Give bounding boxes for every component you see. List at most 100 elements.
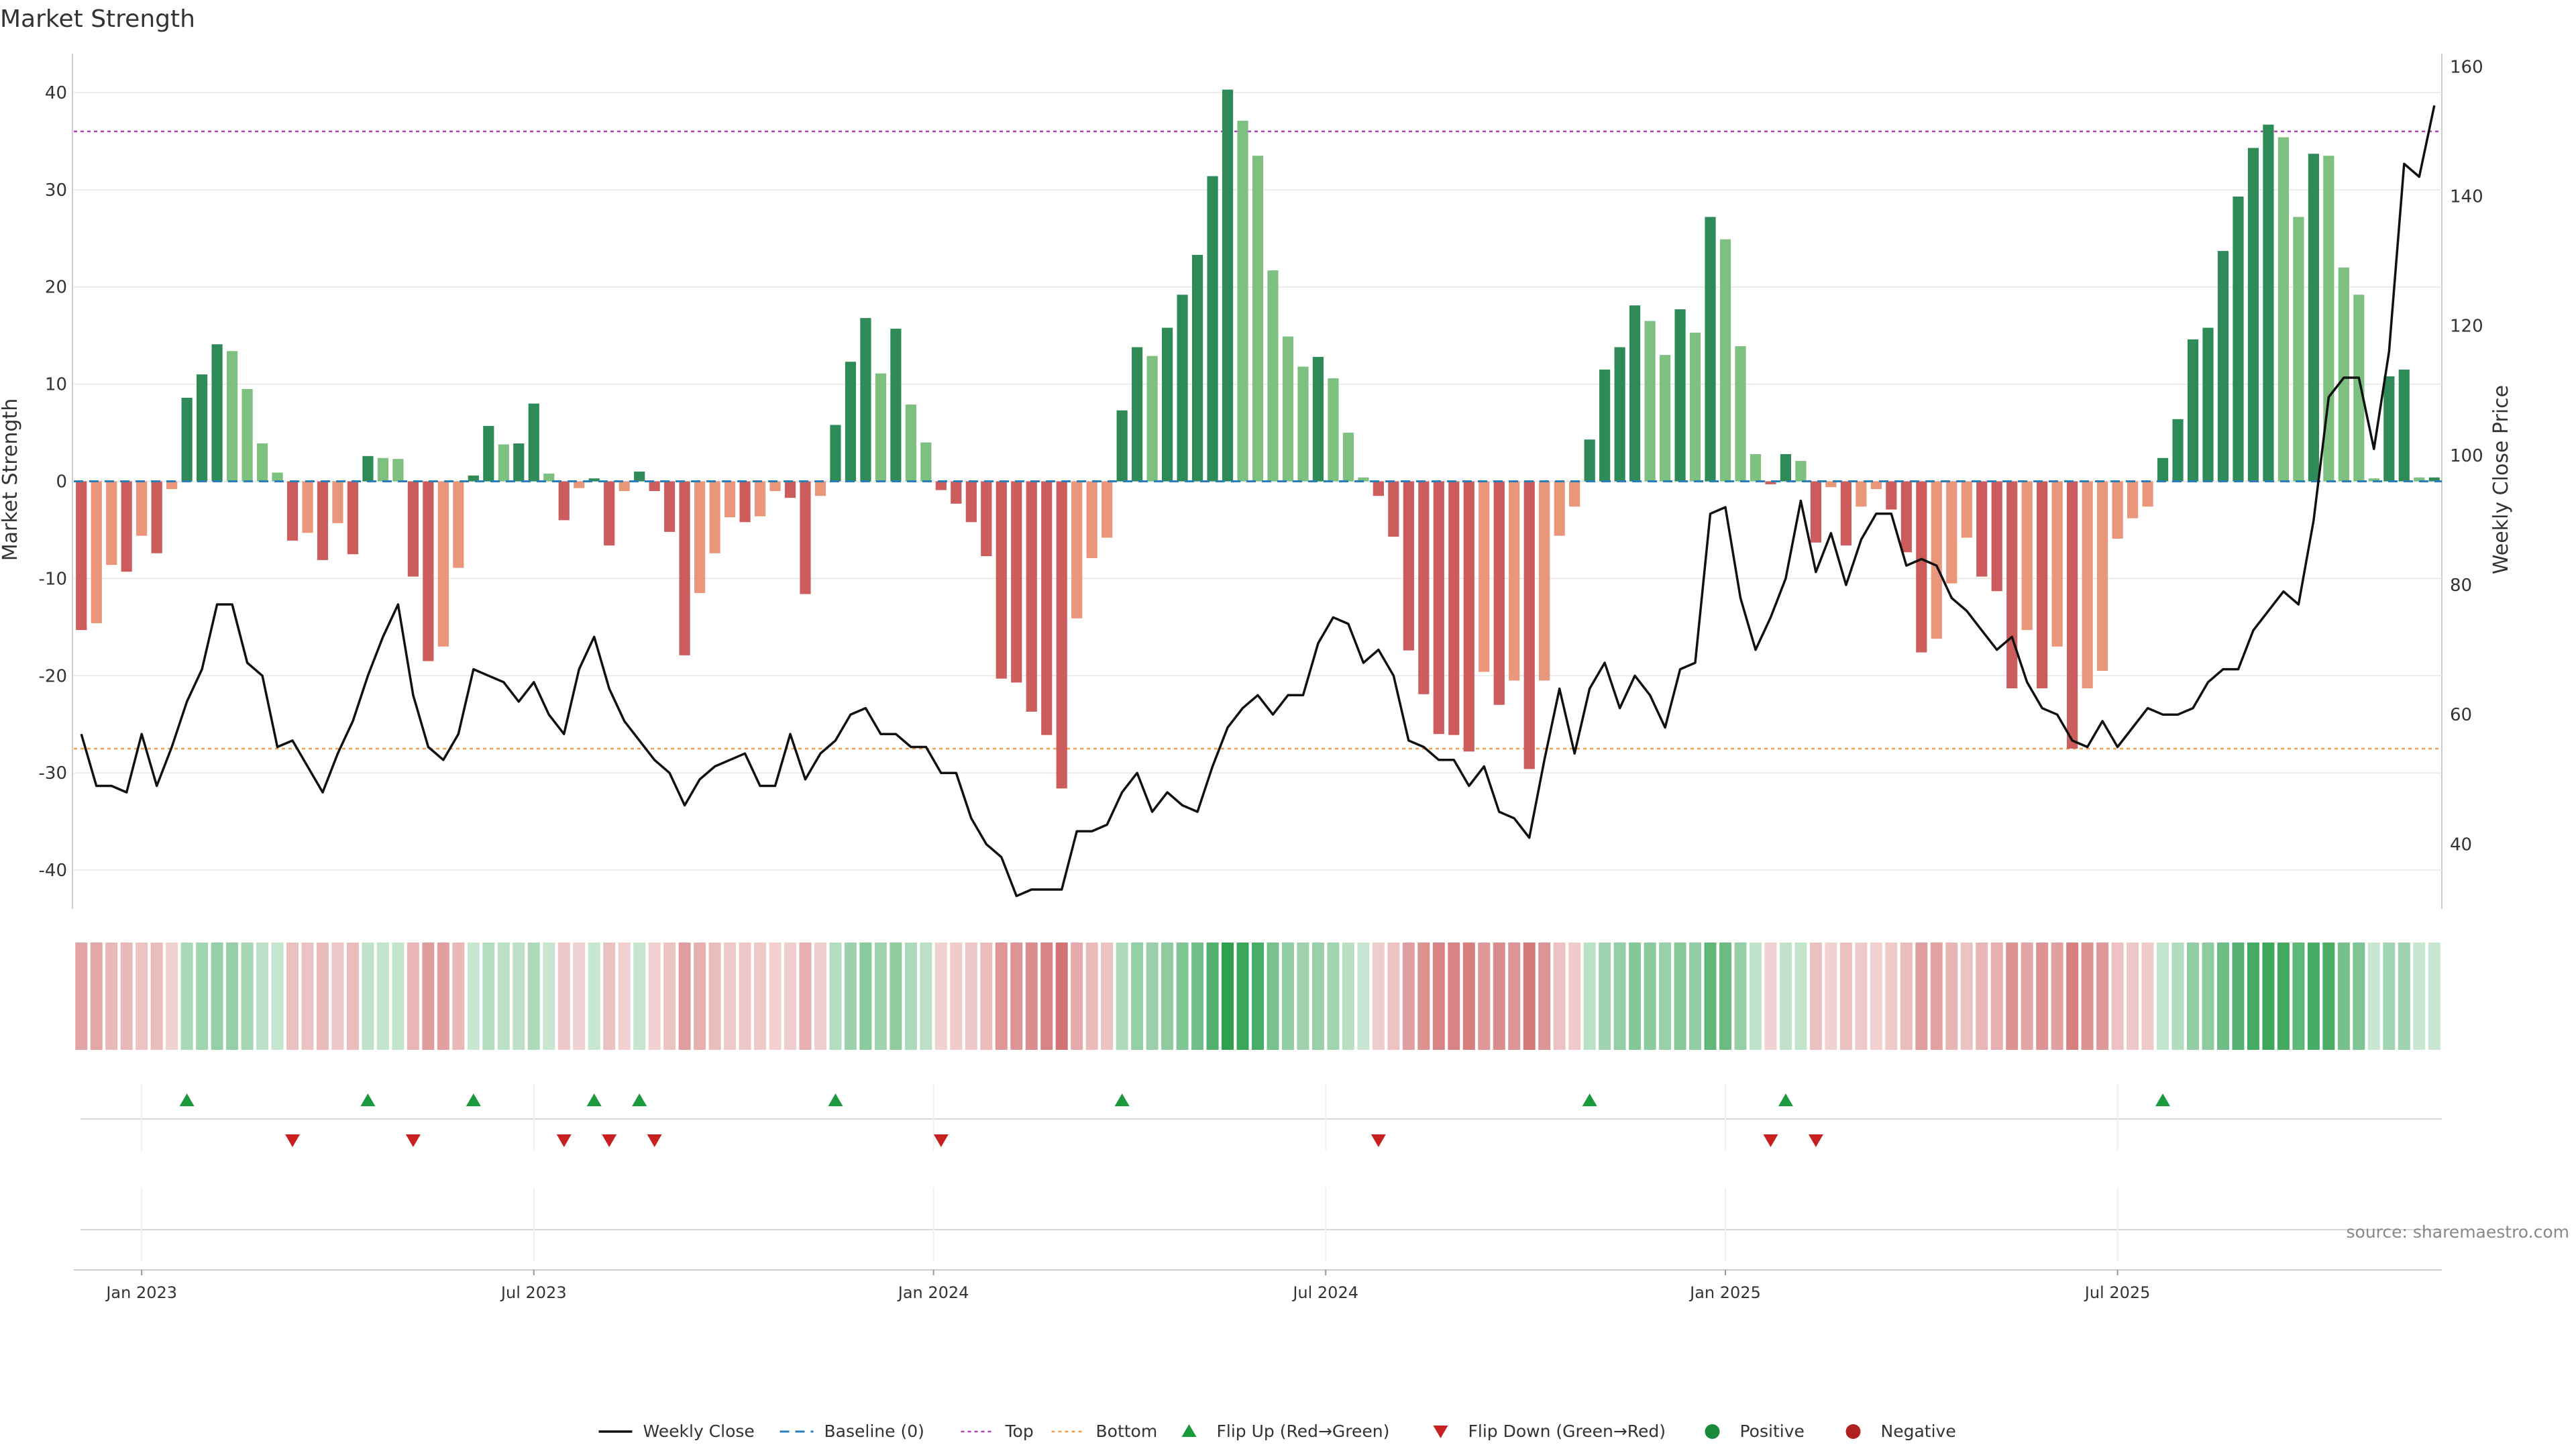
- strength-bar: [724, 481, 736, 518]
- strength-bar: [2157, 458, 2169, 482]
- y2-tick-label: 100: [2450, 446, 2483, 466]
- heat-cell: [1357, 943, 1370, 1050]
- strength-bar: [2428, 477, 2440, 482]
- strength-heat-strip: [75, 943, 2440, 1050]
- heat-cell: [814, 943, 826, 1050]
- strength-bar: [1961, 481, 1972, 538]
- strength-bar: [2233, 196, 2244, 482]
- heat-cell: [226, 943, 239, 1050]
- strength-bar: [1146, 356, 1158, 482]
- heat-cell: [467, 943, 480, 1050]
- strength-bar: [981, 481, 992, 557]
- heat-cell: [1644, 943, 1656, 1050]
- heat-cell: [1402, 943, 1415, 1050]
- heat-cell: [769, 943, 782, 1050]
- legend: Weekly Close Baseline (0) Top Bottom Flip Up…: [598, 1421, 1956, 1441]
- heat-cell: [1659, 943, 1672, 1050]
- heat-cell: [648, 943, 661, 1050]
- strength-bar: [1011, 481, 1022, 683]
- flip-down-marker: [285, 1134, 301, 1147]
- strength-bar: [2202, 327, 2214, 482]
- strength-bar: [1041, 481, 1053, 735]
- y-tick-label: 20: [45, 278, 67, 298]
- strength-bar: [1705, 217, 1716, 482]
- heat-cell: [1206, 943, 1219, 1050]
- strength-bar: [2217, 251, 2229, 482]
- heat-cell: [1568, 943, 1581, 1050]
- heat-cell: [392, 943, 405, 1050]
- heat-cell: [1387, 943, 1400, 1050]
- y-axis-title: Market Strength: [0, 398, 22, 561]
- heat-cell: [90, 943, 103, 1050]
- heat-cell: [2398, 943, 2410, 1050]
- strength-bar: [2368, 478, 2379, 482]
- strength-bar: [1584, 439, 1595, 482]
- strength-bar: [1810, 481, 1822, 543]
- heat-cell: [995, 943, 1008, 1050]
- heat-cell: [166, 943, 178, 1050]
- heat-cell: [754, 943, 767, 1050]
- heat-cell: [2216, 943, 2229, 1050]
- strength-bar: [423, 481, 434, 661]
- flip-up-marker: [828, 1093, 843, 1106]
- strength-bar: [649, 481, 660, 491]
- legend-label: Positive: [1740, 1421, 1805, 1441]
- heat-cell: [452, 943, 465, 1050]
- strength-bar: [151, 481, 162, 553]
- heat-cell: [1040, 943, 1053, 1050]
- strength-bar: [76, 481, 87, 631]
- strength-bar: [256, 443, 268, 482]
- strength-bar: [483, 425, 494, 482]
- legend-label: Bottom: [1096, 1421, 1158, 1441]
- strength-bar: [1433, 481, 1444, 735]
- strength-bar: [1418, 481, 1430, 694]
- heat-cell: [497, 943, 510, 1050]
- heat-cell: [1583, 943, 1596, 1050]
- heat-cell: [331, 943, 344, 1050]
- strength-bar: [935, 481, 947, 490]
- strength-bar: [1976, 481, 1988, 577]
- heat-cell: [1629, 943, 1642, 1050]
- strength-bar: [1780, 453, 1792, 482]
- strength-bar: [286, 481, 299, 541]
- strength-bar: [2323, 156, 2334, 482]
- strength-bar: [2263, 124, 2274, 482]
- heat-cell: [1462, 943, 1475, 1050]
- heat-cell: [527, 943, 540, 1050]
- strength-bar: [1931, 481, 1942, 639]
- heat-cell: [346, 943, 359, 1050]
- y2-tick-label: 140: [2450, 187, 2483, 207]
- y-tick-label: 10: [45, 375, 67, 395]
- strength-bar: [407, 481, 419, 577]
- strength-bar: [1162, 327, 1173, 482]
- strength-bar: [181, 397, 193, 482]
- heat-cell: [2127, 943, 2139, 1050]
- heat-cell: [2367, 943, 2380, 1050]
- heat-cell: [573, 943, 586, 1050]
- y-tick-label: 0: [56, 472, 67, 492]
- strength-bar: [1689, 332, 1701, 482]
- heat-cell: [1417, 943, 1430, 1050]
- heat-cell: [588, 943, 600, 1050]
- strength-bar: [2187, 339, 2199, 482]
- flip-up-marker: [179, 1093, 195, 1106]
- heat-cell: [105, 943, 118, 1050]
- strength-bar: [1222, 89, 1234, 482]
- strength-bar: [1614, 347, 1625, 482]
- heat-cell: [1538, 943, 1551, 1050]
- strength-bar: [1735, 346, 1746, 482]
- strength-bar: [1523, 481, 1535, 769]
- strength-bar: [574, 481, 585, 488]
- y-tick-label: 40: [45, 83, 67, 103]
- heat-cell: [1025, 943, 1038, 1050]
- y2-axis-label: Weekly Close Price: [2489, 385, 2513, 574]
- x-tick-label: Jul 2023: [500, 1283, 567, 1302]
- x-tick-label: Jan 2024: [897, 1283, 969, 1302]
- heat-cell: [1281, 943, 1294, 1050]
- heat-cell: [241, 943, 254, 1050]
- strength-bar: [1886, 481, 1897, 510]
- strength-bar: [1900, 481, 1912, 553]
- flip-down-marker: [1808, 1134, 1823, 1147]
- heat-cell: [1794, 943, 1807, 1050]
- heat-cell: [1493, 943, 1505, 1050]
